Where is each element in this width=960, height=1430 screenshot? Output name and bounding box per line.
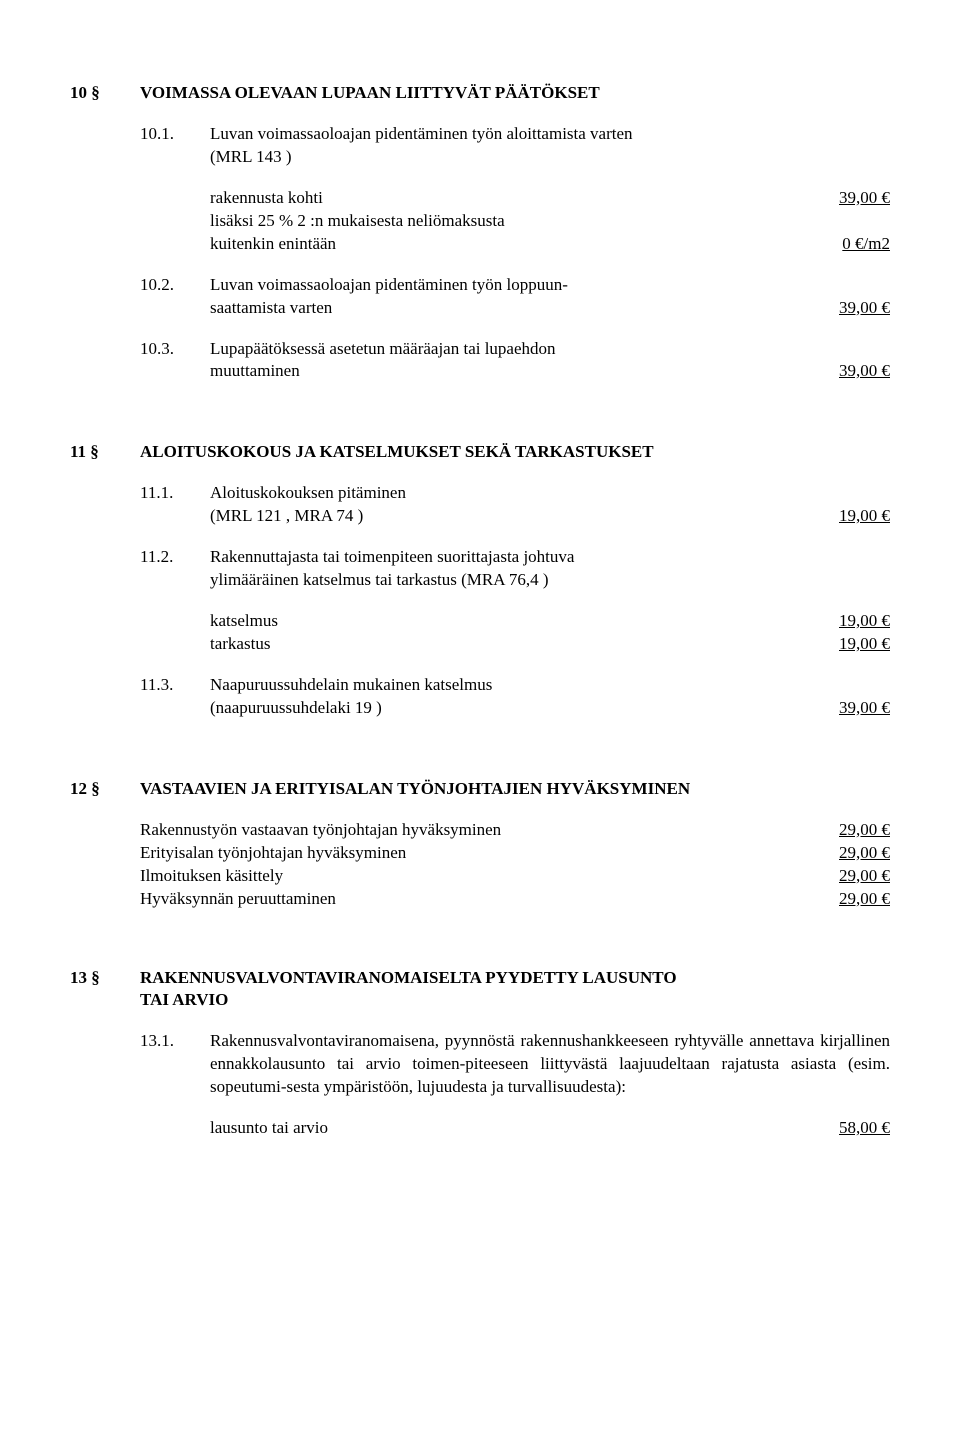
section-11-heading: 11 § ALOITUSKOKOUS JA KATSELMUKSET SEKÄ … — [70, 441, 890, 464]
item-13-1: 13.1. Rakennusvalvontaviranomaisena, pyy… — [140, 1030, 890, 1140]
item-10-1-r1-label: rakennusta kohti — [210, 187, 839, 210]
item-11-3-line1: Naapuruussuhdelain mukainen katselmus — [210, 674, 890, 697]
item-11-2-line1: Rakennuttajasta tai toimenpiteen suoritt… — [210, 546, 890, 569]
item-10-2: 10.2. Luvan voimassaoloajan pidentäminen… — [140, 274, 890, 320]
item-11-2-r1-value: 19,00 € — [839, 610, 890, 633]
item-11-2-r2-label: tarkastus — [210, 633, 839, 656]
item-11-1: 11.1. Aloituskokouksen pitäminen (MRL 12… — [140, 482, 890, 528]
item-10-1-num: 10.1. — [140, 123, 210, 256]
item-10-3: 10.3. Lupapäätöksessä asetetun määräajan… — [140, 338, 890, 384]
item-10-2-num: 10.2. — [140, 274, 210, 320]
item-10-2-r1-label: saattamista varten — [210, 297, 839, 320]
section-10-title: VOIMASSA OLEVAAN LUPAAN LIITTYVÄT PÄÄTÖK… — [140, 82, 890, 105]
item-10-1-line2: (MRL 143 ) — [210, 146, 890, 169]
s12-r1-value: 29,00 € — [839, 819, 890, 842]
item-11-2-r2-value: 19,00 € — [839, 633, 890, 656]
item-10-3-line1: Lupapäätöksessä asetetun määräajan tai l… — [210, 338, 890, 361]
item-10-1-r1-value: 39,00 € — [839, 187, 890, 210]
item-10-1-r3-value: 0 €/m2 — [842, 233, 890, 256]
item-11-2-line2: ylimääräinen katselmus tai tarkastus (MR… — [210, 569, 890, 592]
item-11-1-r1-value: 19,00 € — [839, 505, 890, 528]
item-10-1-line1: Luvan voimassaoloajan pidentäminen työn … — [210, 123, 890, 146]
item-11-1-r1-label: (MRL 121 , MRA 74 ) — [210, 505, 839, 528]
section-11-title: ALOITUSKOKOUS JA KATSELMUKSET SEKÄ TARKA… — [140, 441, 890, 464]
item-11-2-r1-label: katselmus — [210, 610, 839, 633]
section-13-title-l1: RAKENNUSVALVONTAVIRANOMAISELTA PYYDETTY … — [140, 967, 890, 990]
item-11-3-num: 11.3. — [140, 674, 210, 720]
item-13-1-r1-value: 58,00 € — [839, 1117, 890, 1140]
s12-r2-value: 29,00 € — [839, 842, 890, 865]
item-10-2-r1-value: 39,00 € — [839, 297, 890, 320]
s12-r3-value: 29,00 € — [839, 865, 890, 888]
section-12-heading: 12 § VASTAAVIEN JA ERITYISALAN TYÖNJOHTA… — [70, 778, 890, 801]
s12-r1-label: Rakennustyön vastaavan työnjohtajan hyvä… — [140, 819, 839, 842]
section-10-num: 10 § — [70, 82, 140, 105]
item-10-1-r3-label: kuitenkin enintään — [210, 233, 842, 256]
item-13-1-para: Rakennusvalvontaviranomaisena, pyynnöstä… — [210, 1030, 890, 1099]
item-10-2-line1: Luvan voimassaoloajan pidentäminen työn … — [210, 274, 890, 297]
item-13-1-num: 13.1. — [140, 1030, 210, 1140]
section-13-num: 13 § — [70, 967, 140, 1013]
s12-r4-label: Hyväksynnän peruuttaminen — [140, 888, 839, 911]
item-11-3: 11.3. Naapuruussuhdelain mukainen katsel… — [140, 674, 890, 720]
s12-r2-label: Erityisalan työnjohtajan hyväksyminen — [140, 842, 839, 865]
item-10-1-r2-label: lisäksi 25 % 2 :n mukaisesta neliömaksus… — [210, 210, 890, 233]
section-13-title-l2: TAI ARVIO — [140, 989, 890, 1012]
section-11-num: 11 § — [70, 441, 140, 464]
s12-r3-label: Ilmoituksen käsittely — [140, 865, 839, 888]
s12-r4-value: 29,00 € — [839, 888, 890, 911]
item-13-1-r1-label: lausunto tai arvio — [210, 1117, 839, 1140]
item-11-2-num: 11.2. — [140, 546, 210, 656]
item-11-1-line1: Aloituskokouksen pitäminen — [210, 482, 890, 505]
item-11-3-r1-label: (naapuruussuhdelaki 19 ) — [210, 697, 839, 720]
item-10-3-num: 10.3. — [140, 338, 210, 384]
item-10-1: 10.1. Luvan voimassaoloajan pidentäminen… — [140, 123, 890, 256]
section-13-heading: 13 § RAKENNUSVALVONTAVIRANOMAISELTA PYYD… — [70, 967, 890, 1013]
item-10-3-r1-value: 39,00 € — [839, 360, 890, 383]
section-12-num: 12 § — [70, 778, 140, 801]
item-10-3-r1-label: muuttaminen — [210, 360, 839, 383]
item-11-2: 11.2. Rakennuttajasta tai toimenpiteen s… — [140, 546, 890, 656]
section-12-title: VASTAAVIEN JA ERITYISALAN TYÖNJOHTAJIEN … — [140, 778, 890, 801]
item-11-1-num: 11.1. — [140, 482, 210, 528]
section-10-heading: 10 § VOIMASSA OLEVAAN LUPAAN LIITTYVÄT P… — [70, 82, 890, 105]
item-11-3-r1-value: 39,00 € — [839, 697, 890, 720]
